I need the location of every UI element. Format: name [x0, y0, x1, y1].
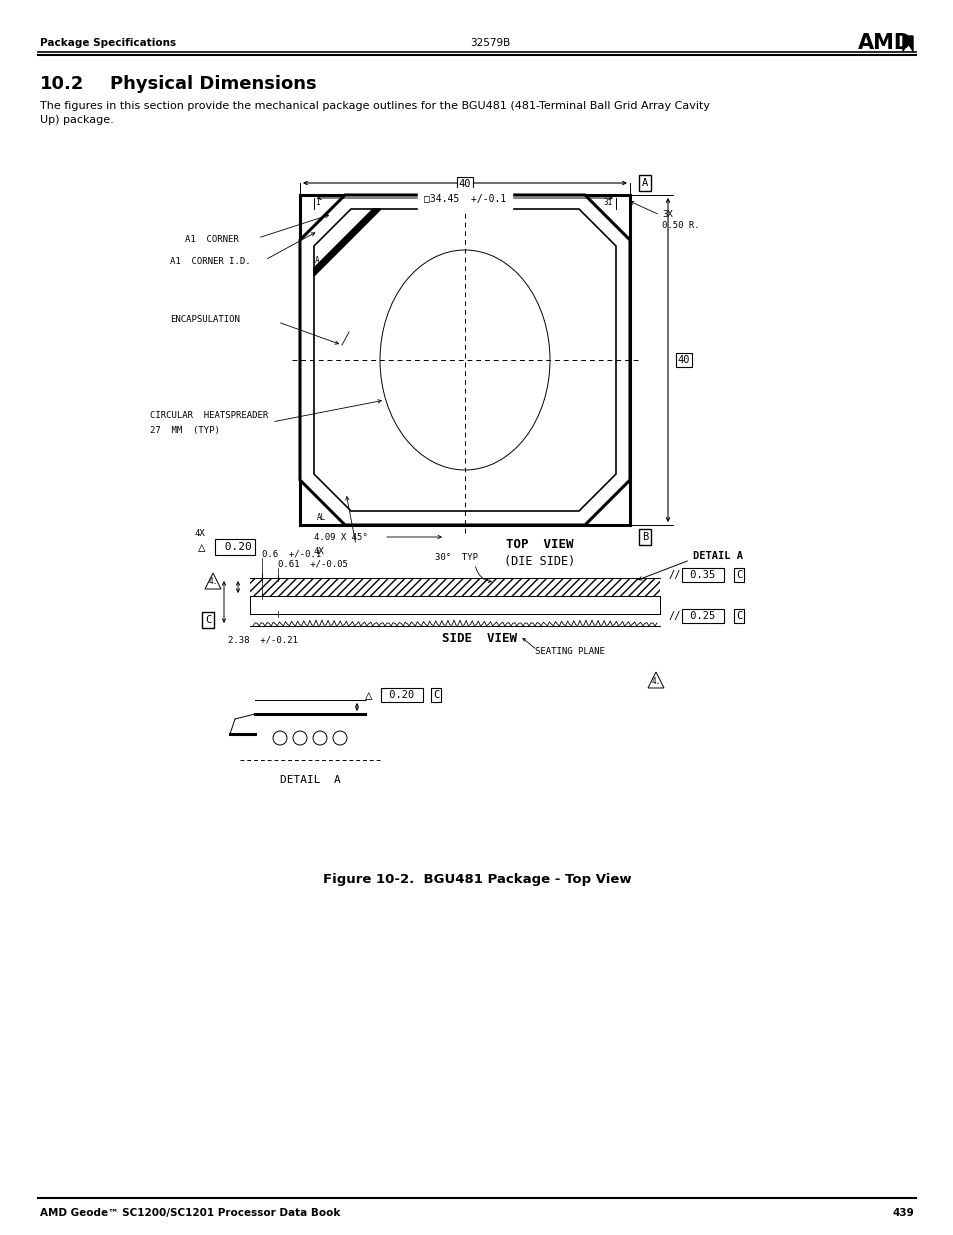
Polygon shape [314, 209, 380, 275]
Text: AMD Geode™ SC1200/SC1201 Processor Data Book: AMD Geode™ SC1200/SC1201 Processor Data … [40, 1208, 340, 1218]
Bar [250, 597, 659, 614]
Text: 4X: 4X [194, 529, 206, 537]
Text: AL: AL [316, 513, 326, 522]
Text: 10.2: 10.2 [40, 75, 84, 93]
Text: 4.: 4. [208, 578, 217, 587]
Text: A1  CORNER I.D.: A1 CORNER I.D. [170, 258, 251, 267]
Text: 30°  TYP: 30° TYP [435, 553, 477, 562]
Text: A: A [641, 178, 647, 188]
Text: 4.: 4. [651, 677, 659, 685]
Text: C: C [433, 690, 438, 700]
Text: //: // [667, 611, 679, 621]
Text: (DIE SIDE): (DIE SIDE) [504, 555, 575, 568]
Text: CIRCULAR  HEATSPREADER: CIRCULAR HEATSPREADER [150, 410, 268, 420]
Text: DETAIL  A: DETAIL A [279, 776, 340, 785]
Text: 32579B: 32579B [470, 38, 510, 48]
Circle shape [293, 731, 307, 745]
Text: 0.35: 0.35 [683, 571, 720, 580]
Text: △: △ [365, 688, 372, 701]
Circle shape [333, 731, 347, 745]
Text: C: C [735, 611, 741, 621]
Polygon shape [902, 36, 912, 51]
Text: △: △ [198, 541, 205, 553]
Polygon shape [299, 195, 629, 525]
Text: 0.25: 0.25 [683, 611, 720, 621]
Text: Up) package.: Up) package. [40, 115, 113, 125]
Polygon shape [647, 672, 663, 688]
Text: 0.61  +/-0.05: 0.61 +/-0.05 [277, 559, 348, 568]
Text: 40: 40 [458, 179, 471, 189]
Text: Figure 10-2.  BGU481 Package - Top View: Figure 10-2. BGU481 Package - Top View [322, 873, 631, 887]
Text: A1  CORNER: A1 CORNER [185, 236, 238, 245]
Text: 439: 439 [891, 1208, 913, 1218]
Text: 4.09 X 45°: 4.09 X 45° [314, 532, 367, 541]
Text: The figures in this section provide the mechanical package outlines for the BGU4: The figures in this section provide the … [40, 101, 709, 111]
Text: Physical Dimensions: Physical Dimensions [110, 75, 316, 93]
Polygon shape [205, 573, 221, 589]
Text: 0.20: 0.20 [382, 690, 420, 700]
Text: DETAIL A: DETAIL A [692, 551, 742, 561]
Text: C: C [205, 615, 211, 625]
Text: 1: 1 [314, 198, 319, 207]
Circle shape [313, 731, 327, 745]
Text: C: C [735, 571, 741, 580]
Polygon shape [314, 209, 616, 511]
Bar [250, 578, 659, 597]
Text: SEATING PLANE: SEATING PLANE [535, 647, 604, 657]
Text: 3X
0.50 R.: 3X 0.50 R. [661, 210, 699, 230]
Text: AMD: AMD [857, 33, 911, 53]
Text: 40: 40 [677, 354, 690, 366]
Text: ENCAPSULATION: ENCAPSULATION [170, 315, 239, 325]
Text: SIDE  VIEW: SIDE VIEW [442, 631, 517, 645]
Text: Package Specifications: Package Specifications [40, 38, 176, 48]
Circle shape [273, 731, 287, 745]
Text: 0.6  +/-0.1: 0.6 +/-0.1 [262, 550, 321, 558]
Text: □34.45  +/-0.1: □34.45 +/-0.1 [423, 194, 506, 204]
Text: 31: 31 [603, 198, 613, 207]
Text: B: B [641, 532, 647, 542]
Text: //: // [667, 571, 679, 580]
Bar [299, 195, 629, 525]
Text: 0.20: 0.20 [218, 542, 252, 552]
Text: 27  MM  (TYP): 27 MM (TYP) [150, 426, 219, 435]
Text: 2.38  +/-0.21: 2.38 +/-0.21 [228, 636, 297, 645]
Text: 4X: 4X [314, 547, 324, 556]
Text: A: A [314, 256, 319, 266]
Text: TOP  VIEW: TOP VIEW [506, 538, 573, 552]
